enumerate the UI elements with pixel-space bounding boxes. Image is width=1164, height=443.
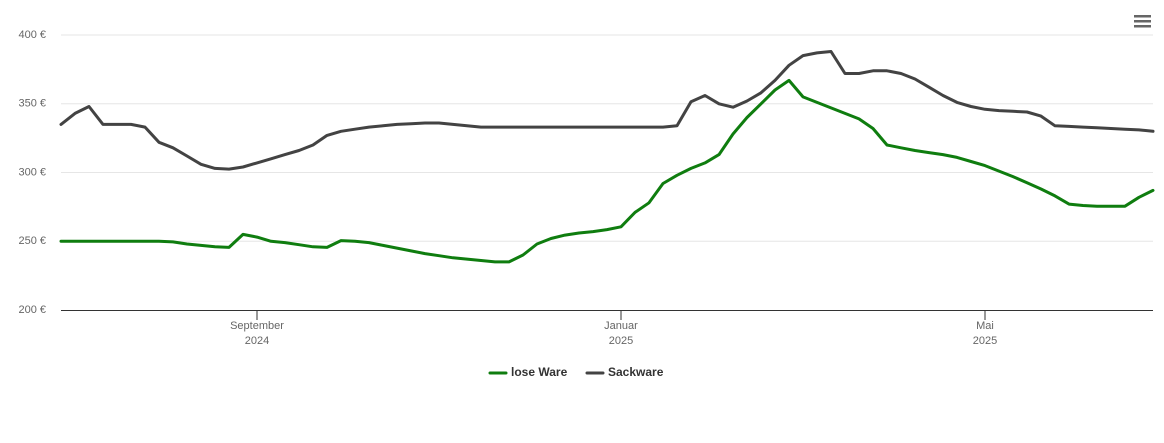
menu-bar bbox=[1134, 15, 1151, 18]
y-tick-label: 350 € bbox=[18, 98, 46, 110]
legend-item[interactable]: Sackware bbox=[585, 365, 664, 379]
menu-bar bbox=[1134, 20, 1151, 23]
legend-label: lose Ware bbox=[511, 365, 568, 379]
legend-item[interactable]: lose Ware bbox=[488, 365, 568, 379]
menu-bar bbox=[1134, 25, 1151, 28]
y-tick-label: 400 € bbox=[18, 29, 46, 41]
y-tick-label: 300 € bbox=[18, 166, 46, 178]
y-tick-label: 250 € bbox=[18, 235, 46, 247]
series-line bbox=[59, 50, 1155, 171]
x-tick-label: Januar 2025 bbox=[604, 320, 638, 347]
legend-label: Sackware bbox=[608, 365, 664, 379]
legend: lose Ware Sackware bbox=[488, 365, 664, 379]
x-tick-label: Mai 2025 bbox=[972, 320, 998, 347]
y-tick-label: 200 € bbox=[18, 304, 46, 316]
menu-button[interactable] bbox=[1134, 15, 1151, 28]
series-line bbox=[59, 78, 1155, 264]
x-tick-label: September 2024 bbox=[230, 320, 284, 347]
